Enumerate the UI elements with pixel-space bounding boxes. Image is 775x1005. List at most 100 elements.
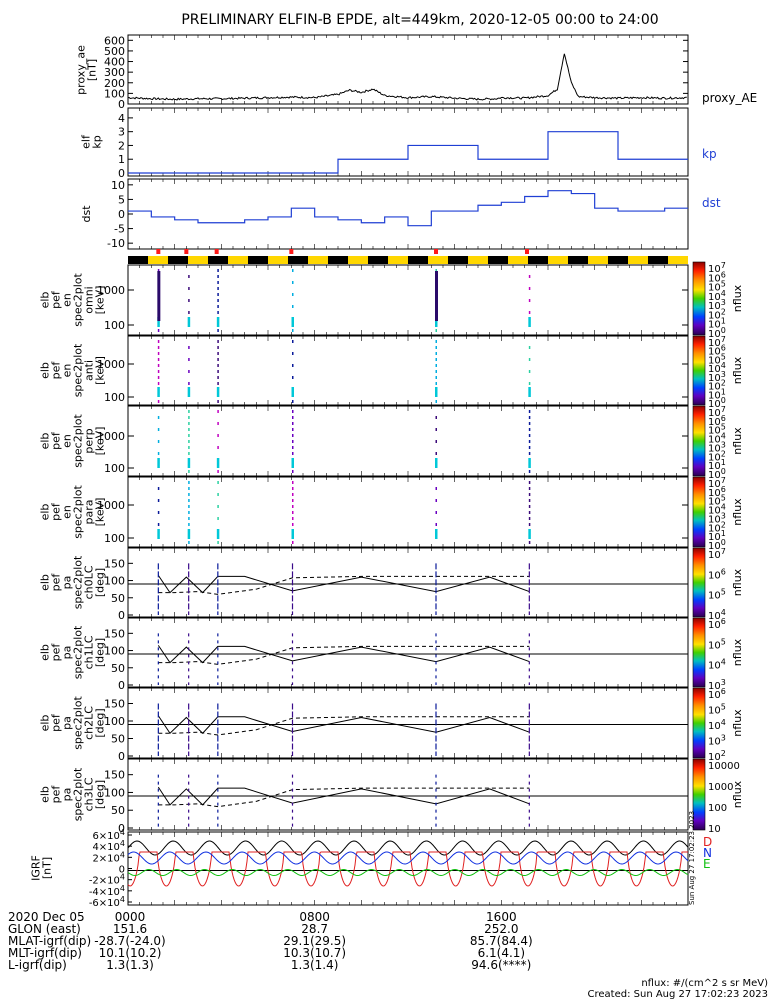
burst-pixel: [292, 523, 294, 526]
burst-pixel: [528, 499, 531, 502]
burst-pixel: [217, 376, 219, 379]
burst-pixel: [528, 311, 531, 314]
colorbar-tick-label: 104: [708, 718, 726, 732]
timebar-segment: [228, 256, 248, 264]
burst-pixel: [528, 416, 531, 419]
burst-pixel: [217, 493, 219, 496]
y-tick-label: 1000: [97, 430, 125, 443]
y-tick-label: 100: [104, 786, 125, 799]
burst-pixel: [157, 440, 160, 443]
burst-pixel: [528, 275, 531, 278]
timebar-segment: [188, 256, 208, 264]
footer-value-0800: 28.7: [301, 922, 328, 936]
colorbar-tick-label: 102: [708, 449, 726, 463]
side-timestamp: Sun Aug 27 17:02:23 2023: [688, 811, 696, 905]
y-tick-label: 150: [104, 557, 125, 570]
footer-value-0000: 10.1(10.2): [99, 946, 162, 960]
colorbar-tick-label: 103: [708, 440, 726, 454]
burst-pixel: [292, 422, 294, 425]
y-tick-label: 0: [118, 208, 125, 221]
spec-en-ylabel: elbpefenspec2plotperp[keV]: [39, 414, 107, 468]
y-tick-label: 1000: [97, 284, 125, 297]
colorbar: [692, 476, 706, 548]
y-tick-label: 150: [104, 698, 125, 711]
burst-pixel: [188, 370, 190, 373]
kp-ylabel: elfkp: [80, 134, 104, 149]
dst-frame: [127, 178, 689, 250]
colorbar-tick-label: 10: [708, 824, 721, 835]
burst-pixel: [217, 446, 219, 449]
y-tick-label: -5: [114, 223, 125, 236]
burst-pixel: [188, 523, 190, 526]
igrf-legend: D: [703, 835, 712, 849]
burst-pixel: [528, 410, 531, 413]
timebar-segment: [448, 256, 468, 264]
burst-pixel: [188, 299, 190, 302]
burst-pixel: [217, 358, 219, 361]
burst-pixel: [292, 434, 294, 437]
burst-pixel: [188, 517, 190, 520]
timebar-segment: [648, 256, 668, 264]
burst-pixel: [435, 440, 437, 443]
burst-pixel: [217, 470, 219, 473]
colorbar-tick-label: 105: [708, 703, 726, 717]
colorbar-tick-label: 100: [708, 538, 726, 552]
colorbar-tick-label: 100: [708, 396, 726, 410]
timebar-segment: [368, 256, 388, 264]
colorbar-unit: nflux: [731, 427, 744, 455]
timebar-segment: [528, 256, 548, 264]
colorbar-tick-label: 106: [708, 344, 726, 358]
spec-en-frame: [127, 476, 689, 548]
footer-value-0800: 29.1(29.5): [283, 934, 346, 948]
timebar-segment: [248, 256, 268, 264]
burst-pixel: [157, 452, 160, 455]
burst-pixel: [217, 305, 219, 308]
timebar-marker: [214, 249, 219, 254]
y-tick-label: 2×104: [92, 850, 125, 864]
burst-low: [216, 529, 220, 539]
burst-pixel: [157, 352, 160, 355]
burst-pixel: [292, 499, 294, 502]
proxy-ae-legend: proxy_AE: [702, 91, 757, 105]
burst-pixel: [292, 470, 294, 473]
burst-pixel: [528, 358, 531, 361]
colorbar-tick-label: 104: [708, 361, 726, 375]
colorbar-tick-label: 104: [708, 608, 726, 622]
colorbar-tick-label: 102: [708, 379, 726, 393]
spec-en-ylabel: elbpefenspec2plotomni[keV]: [39, 273, 107, 327]
burst-pixel: [217, 352, 219, 355]
burst-low: [157, 387, 160, 397]
burst-low: [435, 317, 438, 327]
burst-pixel: [528, 493, 531, 496]
burst-pixel: [435, 416, 437, 419]
loss-cone-solid: [157, 786, 530, 806]
burst-pixel: [217, 281, 219, 284]
burst-pixel: [528, 481, 531, 484]
burst-pixel: [292, 400, 294, 403]
footer-label: L-igrf(dip): [8, 958, 67, 972]
colorbar-tick-label: 100: [708, 326, 726, 340]
colorbar-tick-label: 101: [708, 529, 726, 543]
burst-pixel: [217, 434, 219, 437]
colorbar-tick-label: 102: [708, 520, 726, 534]
created-stamp: Created: Sun Aug 27 17:02:23 2023: [588, 989, 768, 1000]
burst-pixel: [435, 487, 437, 490]
burst-pixel: [528, 541, 531, 544]
burst-pixel: [528, 505, 531, 508]
burst-low: [187, 387, 191, 397]
burst-pixel: [217, 400, 219, 403]
colorbar-tick-label: 105: [708, 494, 726, 508]
footer-value-0000: 1.3(1.3): [106, 958, 154, 972]
colorbar-tick-label: 104: [708, 503, 726, 517]
igrf-blue-trace: [127, 851, 689, 865]
colorbar-tick-label: 103: [708, 370, 726, 384]
loss-cone-dashed: [158, 575, 530, 595]
y-tick-label: 6×104: [92, 828, 125, 842]
burst-pixel: [528, 440, 531, 443]
spec-pa-ylabel: elbpefpaspec2plotch0LC[deg]: [39, 555, 107, 609]
colorbar: [692, 547, 706, 618]
timebar-marker: [289, 249, 294, 254]
timebar-segment: [128, 256, 148, 264]
timebar-marker: [525, 249, 529, 254]
loss-cone-dashed: [158, 645, 530, 665]
